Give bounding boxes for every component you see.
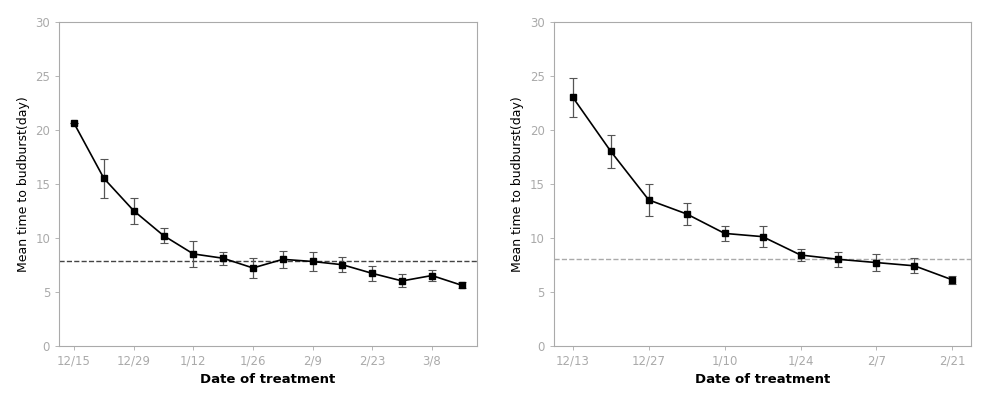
Y-axis label: Mean time to budburst(day): Mean time to budburst(day) — [17, 96, 30, 272]
X-axis label: Date of treatment: Date of treatment — [201, 373, 336, 386]
Y-axis label: Mean time to budburst(day): Mean time to budburst(day) — [512, 96, 525, 272]
X-axis label: Date of treatment: Date of treatment — [695, 373, 830, 386]
